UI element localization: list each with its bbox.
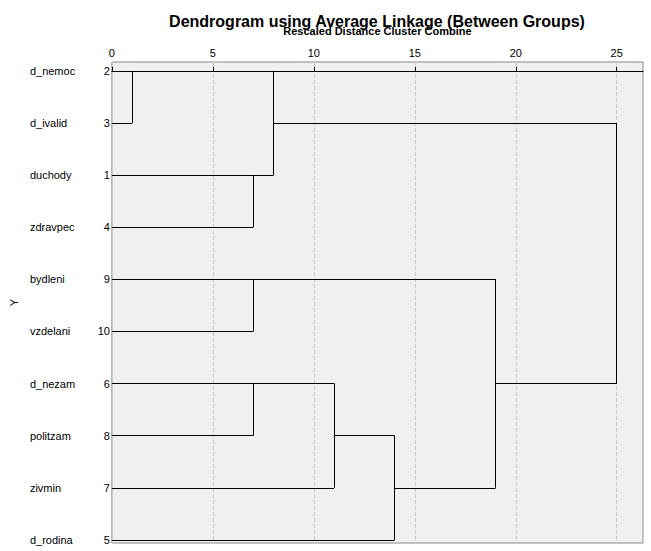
svg-text:vzdelani: vzdelani (30, 325, 70, 337)
svg-text:5: 5 (210, 47, 216, 59)
svg-text:bydleni: bydleni (30, 273, 65, 285)
svg-text:0: 0 (109, 47, 115, 59)
svg-text:5: 5 (104, 534, 110, 546)
svg-text:3: 3 (104, 117, 110, 129)
svg-text:zivmin: zivmin (30, 482, 61, 494)
svg-text:9: 9 (104, 273, 110, 285)
svg-text:d_nemoc: d_nemoc (30, 65, 76, 77)
svg-text:2: 2 (104, 65, 110, 77)
svg-text:1: 1 (104, 169, 110, 181)
svg-text:10: 10 (308, 47, 320, 59)
svg-text:4: 4 (104, 221, 110, 233)
svg-text:d_ivalid: d_ivalid (30, 117, 67, 129)
svg-text:7: 7 (104, 482, 110, 494)
svg-text:Dendrogram using Average Linka: Dendrogram using Average Linkage (Betwee… (169, 13, 585, 30)
svg-text:d_rodina: d_rodina (30, 534, 74, 546)
svg-text:d_nezam: d_nezam (30, 378, 75, 390)
svg-text:8: 8 (104, 430, 110, 442)
svg-text:Rescaled Distance Cluster Comb: Rescaled Distance Cluster Combine (283, 24, 472, 37)
svg-text:duchody: duchody (30, 169, 72, 181)
svg-text:Y: Y (8, 298, 20, 306)
svg-text:politzam: politzam (30, 430, 71, 442)
svg-text:25: 25 (611, 47, 623, 59)
svg-text:10: 10 (98, 325, 110, 337)
svg-text:20: 20 (510, 47, 522, 59)
svg-text:zdravpec: zdravpec (30, 221, 75, 233)
svg-text:6: 6 (104, 378, 110, 390)
svg-text:15: 15 (409, 47, 421, 59)
